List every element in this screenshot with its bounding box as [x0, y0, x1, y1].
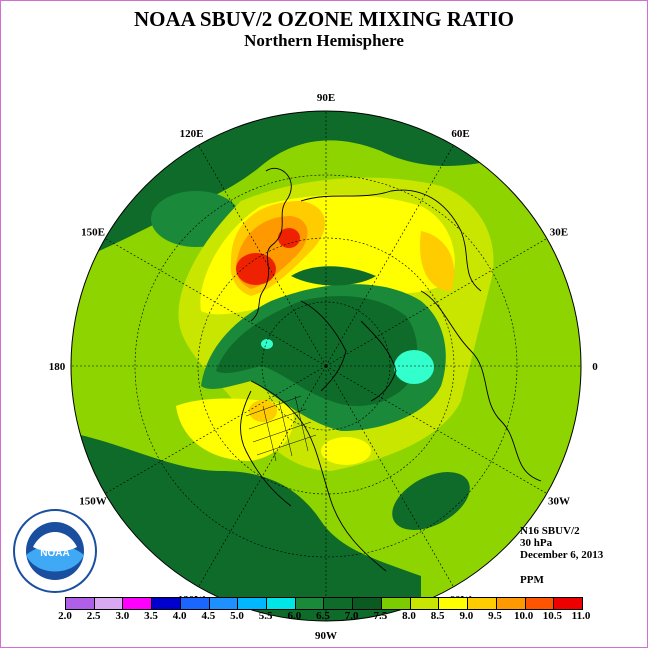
- colorbar-tick: 10.5: [542, 610, 562, 622]
- meridian-line: [325, 365, 547, 494]
- figure-subtitle: Northern Hemisphere: [244, 31, 404, 50]
- longitude-label: 30W: [548, 496, 570, 508]
- colorbar-tick: 5.0: [230, 610, 244, 622]
- field-gold-sw: [249, 400, 277, 422]
- colorbar-swatch: [267, 598, 296, 609]
- colorbar-swatch: [180, 598, 210, 609]
- state-borders: [245, 395, 317, 462]
- colorbar-swatch: [496, 598, 526, 609]
- coastlines: [240, 167, 542, 572]
- figure-title: NOAA SBUV/2 OZONE MIXING RATIO: [134, 7, 514, 31]
- instrument-label: N16 SBUV/2: [520, 525, 580, 537]
- colorbar-swatch: [554, 598, 582, 609]
- colorbar-swatch: [439, 598, 469, 609]
- field-cyan-small: [261, 339, 273, 349]
- longitude-label: 90E: [317, 92, 335, 104]
- meridian-line: [325, 145, 454, 367]
- colorbar-ticks: 2.0 2.5 3.0 3.5 4.0 4.5 5.0 5.5 6.0 6.5 7.0 7.5 8.0 8…: [58, 610, 590, 624]
- colorbar-tick: 6.5: [316, 610, 330, 622]
- meridian-line: [105, 238, 327, 367]
- colorbar-swatch: [152, 598, 181, 609]
- colorbar-tick: 8.5: [430, 610, 445, 622]
- colorbar-tick: 9.0: [459, 610, 474, 622]
- colorbar-swatch: [238, 598, 268, 609]
- pressure-level-label: 30 hPa: [520, 537, 553, 549]
- field-dark-green-lobe: [392, 472, 470, 530]
- colorbar-swatch: [468, 598, 497, 609]
- longitude-label: 120E: [180, 128, 204, 140]
- colorbar-tick: 9.5: [488, 610, 502, 622]
- colorbar: [65, 597, 583, 610]
- colorbar-tick: 7.5: [373, 610, 388, 622]
- meridian-line: [325, 365, 454, 587]
- colorbar-tick: 2.0: [58, 610, 72, 622]
- meridian-line: [198, 145, 327, 367]
- colorbar-tick: 10.0: [514, 610, 534, 622]
- colorbar-swatch: [353, 598, 382, 609]
- meridian-line: [105, 365, 327, 494]
- date-label: December 6, 2013: [520, 549, 604, 561]
- colorbar-tick: 3.0: [115, 610, 130, 622]
- colorbar-swatch: [410, 598, 440, 609]
- colorbar-swatch: [123, 598, 153, 609]
- colorbar-tick: 5.5: [258, 610, 273, 622]
- colorbar-tick: 8.0: [402, 610, 416, 622]
- graticule: [71, 111, 581, 621]
- longitude-label: 60E: [451, 128, 469, 140]
- colorbar-swatch: [381, 598, 411, 609]
- logo-text: NOAA: [40, 548, 69, 559]
- colorbar-tick: 11.0: [571, 610, 591, 622]
- noaa-logo: NOAA: [13, 509, 97, 593]
- colorbar-swatch: [525, 598, 555, 609]
- field-red-2: [278, 228, 300, 248]
- longitude-label: 30E: [550, 227, 568, 239]
- colorbar-swatch: [94, 598, 124, 609]
- colorbar-tick: 4.0: [172, 610, 187, 622]
- colorbar-swatch: [66, 598, 95, 609]
- colorbar-swatch: [209, 598, 239, 609]
- field-dark-green-vortex: [216, 296, 418, 406]
- field-dark-green-arc: [291, 266, 376, 286]
- longitude-label: 150W: [79, 496, 107, 508]
- longitude-label: 90W: [315, 630, 337, 642]
- colorbar-tick: 7.0: [344, 610, 359, 622]
- colorbar-tick: 2.5: [86, 610, 101, 622]
- longitude-label: 0: [592, 361, 598, 373]
- colorbar-swatch: [324, 598, 354, 609]
- longitude-label: 180: [49, 361, 66, 373]
- field-gold-east: [420, 231, 455, 291]
- longitude-label: 150E: [81, 227, 105, 239]
- field-yellow-s: [321, 437, 371, 465]
- colorbar-tick: 6.0: [287, 610, 302, 622]
- colorbar-tick: 3.5: [144, 610, 158, 622]
- unit-label: PPM: [520, 574, 544, 586]
- map-boundary: [70, 110, 582, 622]
- colorbar-tick: 4.5: [201, 610, 216, 622]
- colorbar-swatch: [295, 598, 325, 609]
- field-red-1: [236, 253, 276, 285]
- meridian-line: [198, 365, 327, 587]
- meridian-line: [325, 238, 547, 367]
- field-cyan-min: [394, 350, 434, 384]
